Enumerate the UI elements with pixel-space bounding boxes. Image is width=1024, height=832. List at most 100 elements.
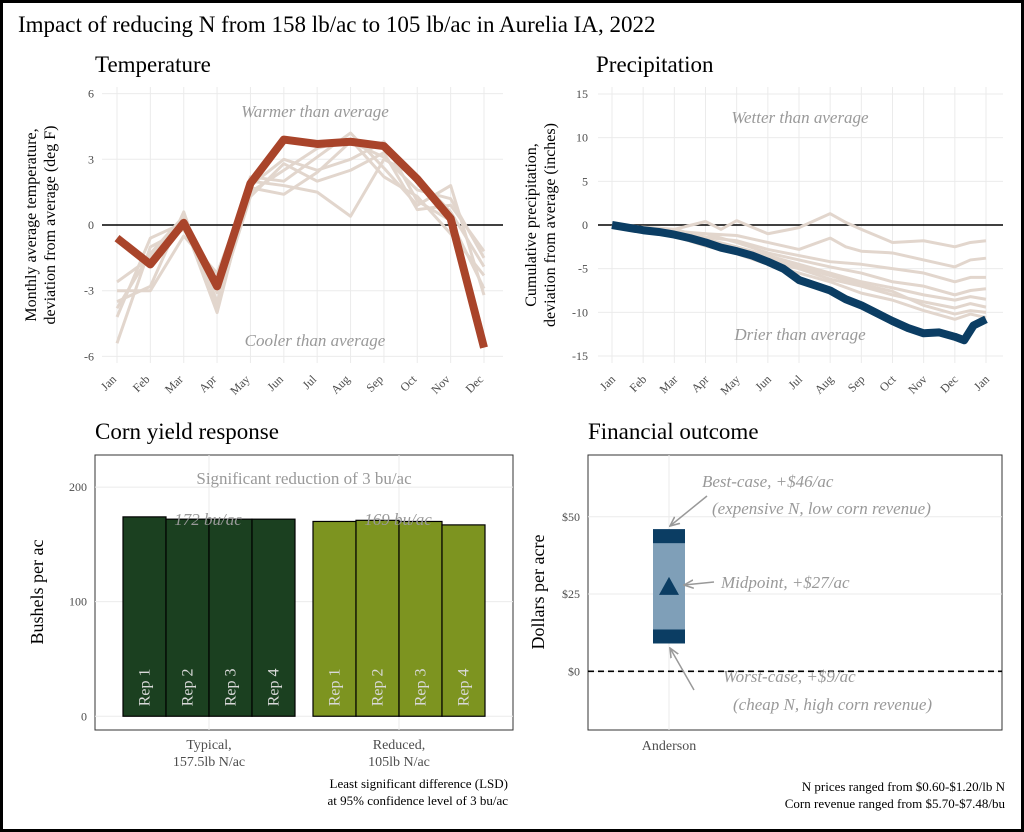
bar bbox=[165, 518, 210, 717]
best-case-label-line: Best-case, +$46/ac bbox=[702, 472, 834, 491]
yield-panel-title: Corn yield response bbox=[95, 419, 279, 444]
x-tick-label: Jun bbox=[752, 372, 774, 394]
bar-rep-label: Rep 1 bbox=[327, 668, 344, 706]
x-tick-label: Jan bbox=[98, 372, 119, 393]
best-case-arrow bbox=[670, 495, 708, 526]
financial-chart: $0 $25 $50 Best-case, +$46/ac (expensive N, … bbox=[528, 454, 1006, 811]
history-line bbox=[116, 138, 486, 295]
highlight-line-2022 bbox=[611, 221, 988, 345]
x-tick-label: Sep bbox=[845, 372, 868, 395]
bar-rep-label: Rep 4 bbox=[456, 668, 473, 706]
x-tick-label: Jul bbox=[299, 372, 319, 392]
group-mean-label: 172 bu/ac bbox=[174, 510, 242, 529]
x-tick-label: Jan bbox=[597, 372, 618, 393]
figure-title: Impact of reducing N from 158 lb/ac to 1… bbox=[18, 12, 655, 37]
y-axis-label-line: Cumulative precipitation, bbox=[523, 143, 540, 307]
x-tick-label: Mar bbox=[162, 372, 186, 396]
y-axis-label-line: deviation from average (inches) bbox=[542, 123, 559, 327]
bar bbox=[312, 520, 357, 717]
x-tick-label: Nov bbox=[428, 372, 453, 397]
x-tick-label: Sep bbox=[363, 372, 386, 395]
x-tick-label: Jan bbox=[971, 372, 992, 393]
footnote-line: N prices ranged from $0.60-$1.20/lb N bbox=[802, 779, 1006, 794]
worst-case-cap bbox=[653, 629, 685, 644]
worst-case-arrow bbox=[670, 648, 695, 691]
y-tick-label: 5 bbox=[582, 174, 588, 188]
y-tick-label: 0 bbox=[81, 709, 87, 723]
x-tick-label: Typical, 157.5lb N/ac bbox=[173, 738, 245, 770]
cooler-note: Cooler than average bbox=[245, 331, 386, 350]
y-tick-label: $25 bbox=[562, 587, 580, 601]
x-tick-label: Oct bbox=[397, 372, 420, 395]
drier-note: Drier than average bbox=[733, 325, 866, 344]
x-tick-label: Oct bbox=[876, 372, 899, 395]
bar bbox=[441, 524, 486, 717]
x-tick-label: Apr bbox=[196, 372, 219, 395]
midpoint-label: Midpoint, +$27/ac bbox=[720, 573, 850, 592]
best-case-cap bbox=[653, 529, 685, 544]
x-tick-label: Feb bbox=[130, 372, 153, 395]
y-tick-label: -6 bbox=[84, 349, 94, 363]
x-tick-label: Aug bbox=[812, 372, 837, 397]
y-tick-label: 10 bbox=[576, 131, 588, 145]
bar bbox=[251, 518, 296, 717]
yield-chart: 0 100 200 Rep 1 Rep 2 Rep 3 Rep 4 172 bu/ac Typi… bbox=[27, 454, 514, 808]
warmer-note: Warmer than average bbox=[241, 102, 389, 121]
history-line bbox=[115, 151, 486, 310]
precipitation-chart: -15 -10 -5 0 5 10 15 Jan Feb Mar Apr May Jun Jul Aug Se… bbox=[523, 87, 1003, 398]
y-tick-label: 100 bbox=[69, 595, 87, 609]
y-tick-label: 3 bbox=[88, 152, 94, 166]
x-tick-label: Mar bbox=[656, 372, 680, 396]
bar-rep-label: Rep 3 bbox=[413, 668, 430, 706]
y-axis-label-line: deviation from average (deg F) bbox=[42, 125, 59, 324]
x-tick-label: May bbox=[717, 372, 742, 397]
bar bbox=[208, 518, 253, 717]
x-tick-label: Anderson bbox=[642, 739, 696, 754]
bar bbox=[398, 520, 443, 717]
history-line bbox=[611, 223, 986, 284]
y-tick-label: -3 bbox=[84, 284, 94, 298]
worst-case-label-line: (cheap N, high corn revenue) bbox=[733, 695, 932, 714]
bar bbox=[122, 516, 167, 717]
y-axis-label-line: Monthly average temperature, bbox=[23, 128, 40, 321]
history-line bbox=[611, 223, 987, 297]
y-axis-label: Monthly average temperature, deviation fr… bbox=[23, 125, 59, 324]
x-tick-label: Jun bbox=[264, 372, 286, 394]
footnote: N prices ranged from $0.60-$1.20/lb N Cor… bbox=[785, 779, 1006, 811]
best-case-label: Best-case, +$46/ac (expensive N, low corn… bbox=[702, 472, 931, 518]
footnote-line: Corn revenue ranged from $5.70-$7.48/bu bbox=[785, 796, 1006, 811]
midpoint-arrow bbox=[684, 582, 715, 585]
y-tick-label: -5 bbox=[578, 262, 588, 276]
x-tick-label-line: Typical, bbox=[186, 738, 231, 753]
bar-rep-label: Rep 2 bbox=[180, 668, 197, 706]
y-axis-label: Cumulative precipitation, deviation from … bbox=[523, 123, 559, 327]
y-tick-label: $50 bbox=[562, 510, 580, 524]
y-tick-label: 0 bbox=[582, 218, 588, 232]
x-tick-label: Feb bbox=[627, 372, 650, 395]
y-tick-label: 15 bbox=[576, 87, 588, 101]
x-tick-label: Aug bbox=[328, 372, 353, 397]
footnote: Least significant difference (LSD) at 95%… bbox=[328, 776, 509, 808]
history-line bbox=[611, 212, 987, 249]
y-tick-label: $0 bbox=[568, 664, 580, 678]
x-tick-label-line: 157.5lb N/ac bbox=[173, 755, 245, 770]
x-tick-label: Dec bbox=[937, 372, 961, 396]
bar-rep-label: Rep 1 bbox=[137, 668, 154, 706]
x-tick-label: Jul bbox=[785, 372, 805, 392]
bar-rep-label: Rep 3 bbox=[223, 668, 240, 706]
x-tick-label: Dec bbox=[463, 372, 487, 396]
x-tick-label-line: 105lb N/ac bbox=[368, 755, 430, 770]
x-tick-label-line: Reduced, bbox=[373, 738, 425, 753]
y-axis-label: Dollars per acre bbox=[528, 535, 548, 650]
x-tick-label: Nov bbox=[905, 372, 930, 397]
history-line bbox=[117, 140, 486, 293]
y-tick-label: 0 bbox=[88, 218, 94, 232]
precipitation-panel-title: Precipitation bbox=[596, 52, 714, 77]
significance-note: Significant reduction of 3 bu/ac bbox=[196, 469, 412, 488]
y-tick-label: 6 bbox=[88, 87, 94, 101]
bar-rep-label: Rep 2 bbox=[370, 668, 387, 706]
y-tick-label: 200 bbox=[69, 480, 87, 494]
group-mean-label: 169 bu/ac bbox=[364, 510, 432, 529]
bar bbox=[355, 519, 400, 717]
